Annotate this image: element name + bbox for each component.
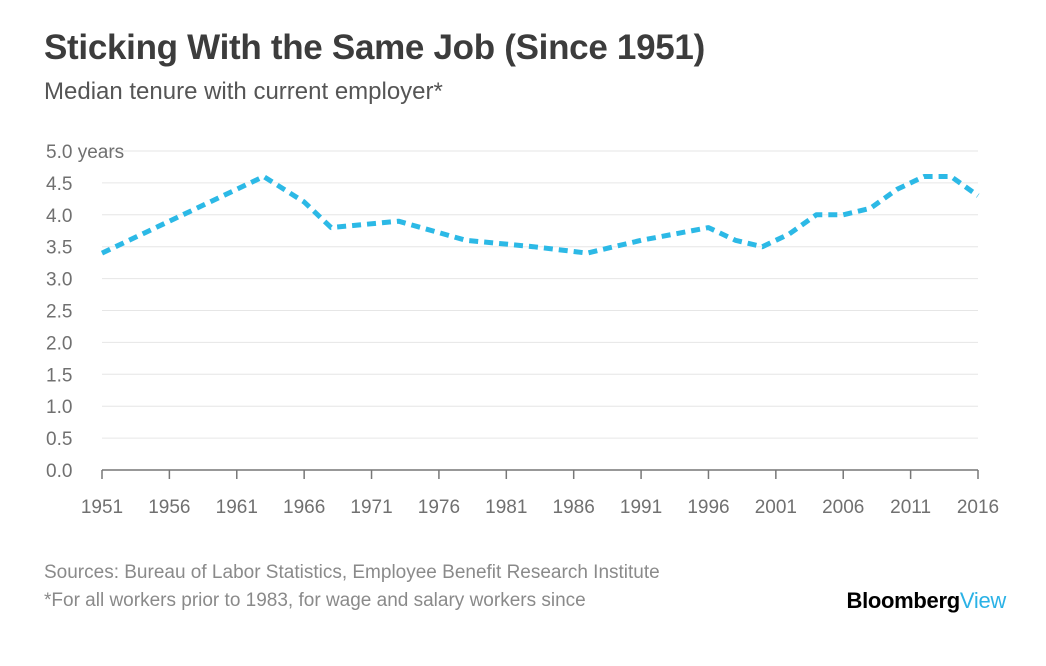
x-tick-labels: 1951 1956 1961 1966 1971 1976 1981 1986 1991 1996…: [81, 497, 999, 518]
sources-note: Sources: Bureau of Labor Statistics, Emp…: [44, 562, 660, 583]
x-tick-label: 1951: [81, 497, 123, 518]
y-tick-label: 2.0: [46, 333, 72, 354]
x-axis: [101, 469, 979, 479]
x-tick-label: 2001: [755, 497, 797, 518]
x-tick-label: 2016: [957, 497, 999, 518]
x-tick-label: 1971: [350, 497, 392, 518]
y-tick-label: 1.5: [46, 365, 72, 386]
y-tick-label: 1.0: [46, 397, 72, 418]
y-tick-label: 5.0 years: [46, 142, 124, 163]
y-tick-label: 4.5: [46, 174, 72, 195]
bloomberg-view-logo: BloombergView: [846, 588, 1006, 614]
x-tick-label: 1976: [418, 497, 460, 518]
y-tick-label: 0.5: [46, 429, 72, 450]
x-tick-label: 2011: [890, 497, 931, 518]
gridlines: [102, 150, 978, 439]
x-tick-label: 1956: [148, 497, 190, 518]
y-tick-label: 2.5: [46, 302, 72, 323]
series-layer: [100, 174, 980, 256]
brand-view: View: [959, 588, 1006, 613]
x-tick-label: 1991: [620, 497, 662, 518]
x-tick-label: 2006: [822, 497, 864, 518]
x-tick-label: 1966: [283, 497, 325, 518]
footnote: *For all workers prior to 1983, for wage…: [44, 590, 586, 611]
y-tick-label: 4.0: [46, 206, 72, 227]
y-tick-labels: 0.0 0.5 1.0 1.5 2.0 2.5 3.0 3.5 4.0 4.5 5.0 years: [46, 142, 124, 482]
x-tick-label: 1981: [485, 497, 527, 518]
tenure-series-line: [100, 174, 980, 256]
x-tick-label: 1986: [553, 497, 595, 518]
y-tick-label: 3.5: [46, 238, 72, 259]
x-tick-label: 1996: [687, 497, 729, 518]
x-tick-label: 1961: [216, 497, 258, 518]
y-tick-label: 0.0: [46, 461, 72, 482]
chart-subtitle: Median tenure with current employer*: [44, 78, 443, 105]
y-tick-label: 3.0: [46, 270, 72, 291]
brand-bloomberg: Bloomberg: [846, 588, 960, 613]
chart-title: Sticking With the Same Job (Since 1951): [44, 28, 705, 67]
